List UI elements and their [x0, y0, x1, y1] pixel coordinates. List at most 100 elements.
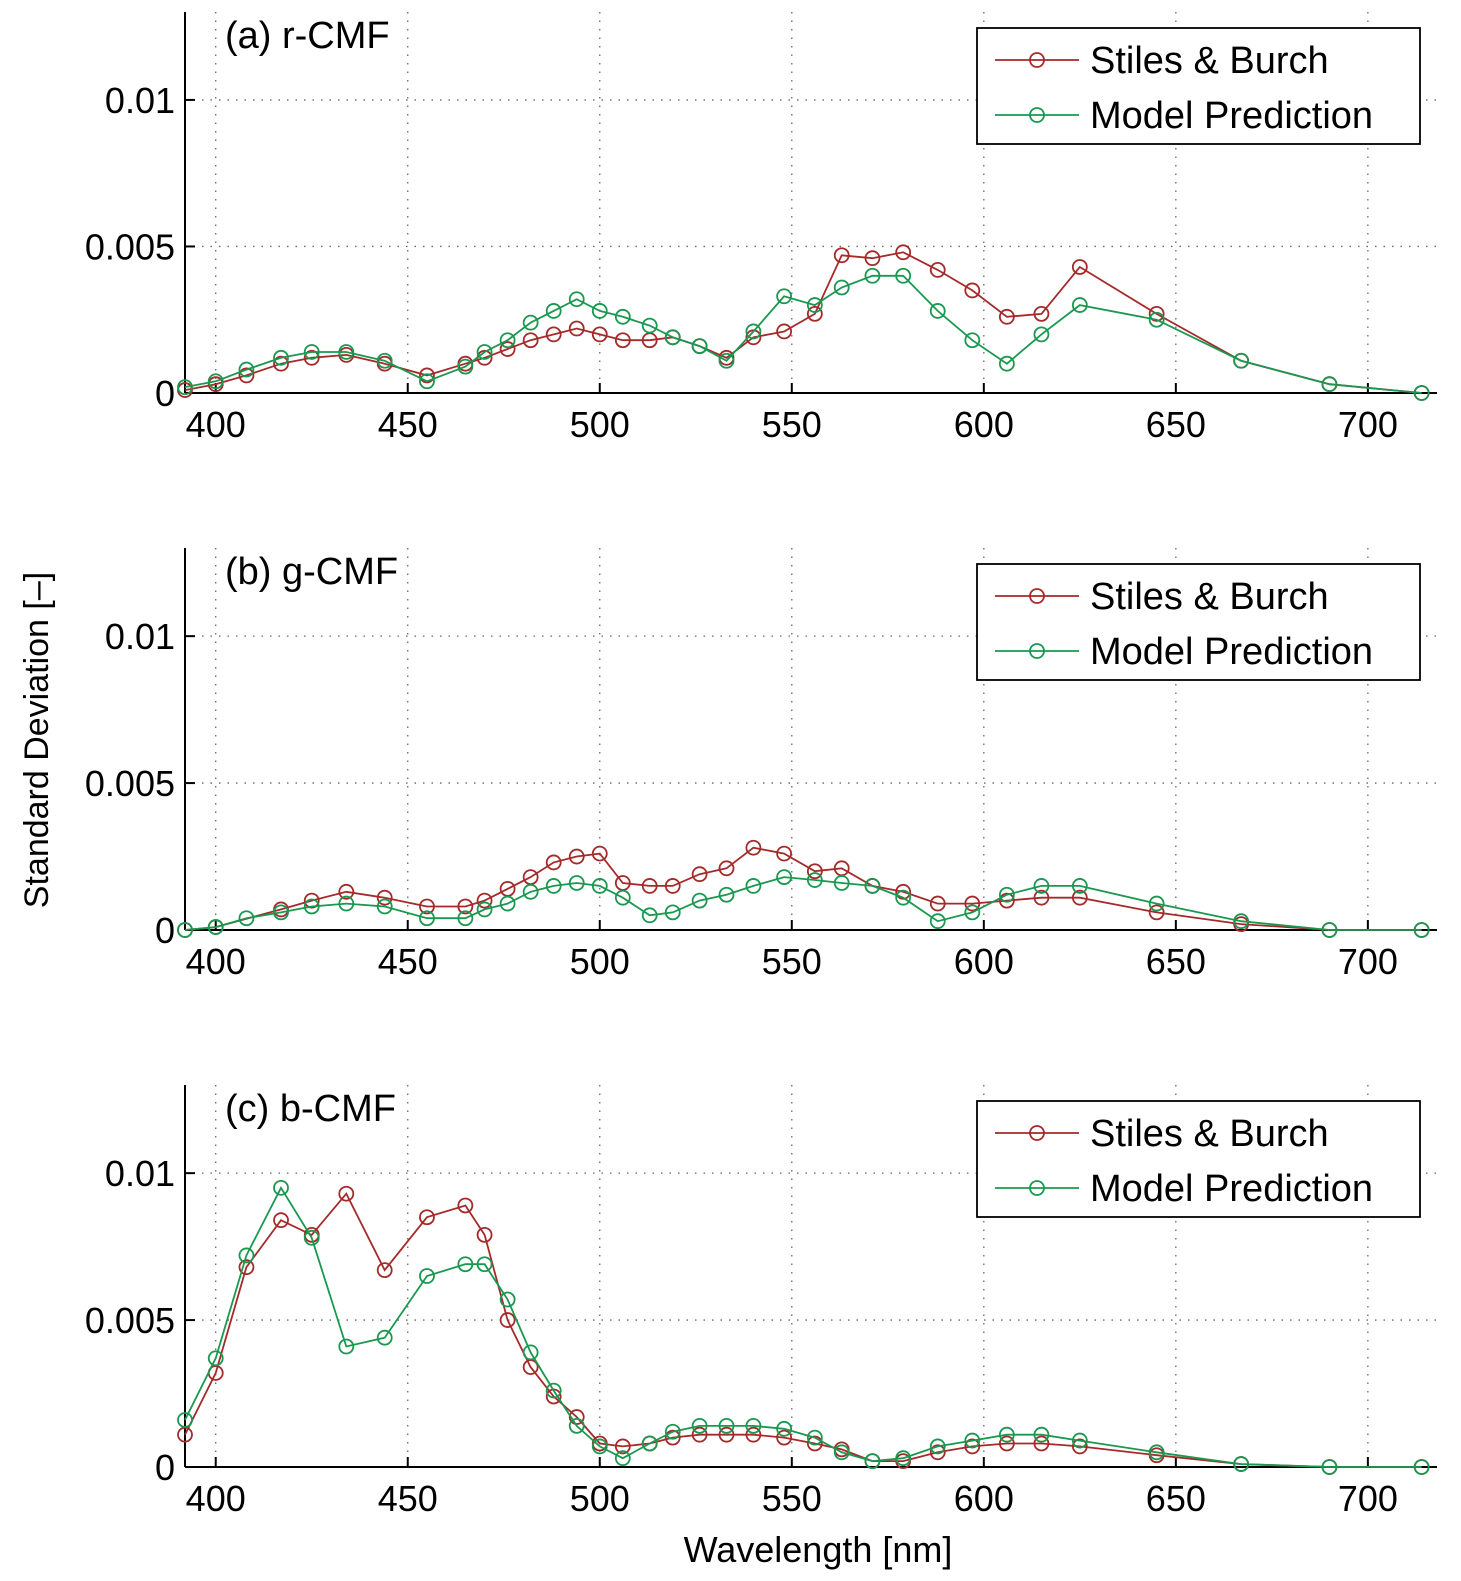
data-point: [964, 1438, 981, 1455]
legend-label: Model Prediction: [1090, 1168, 1373, 1210]
data-point: [1033, 1435, 1050, 1452]
data-point: [303, 349, 320, 366]
data-point: [338, 1185, 355, 1202]
series-stiles-burch: [177, 839, 1430, 938]
data-point: [238, 361, 255, 378]
series-line: [184, 251, 1422, 394]
data-point: [833, 247, 850, 264]
data-point: [419, 1268, 435, 1284]
data-point: [338, 1338, 355, 1355]
x-tick-label: 650: [1146, 1478, 1206, 1519]
x-tick-label: 500: [570, 404, 630, 445]
data-point: [1148, 1444, 1165, 1461]
data-point: [273, 904, 289, 921]
data-point: [614, 332, 631, 349]
data-point: [664, 329, 681, 346]
data-point: [998, 892, 1015, 909]
data-point: [457, 898, 474, 915]
legend: Stiles & Burch Model Prediction: [976, 27, 1421, 145]
data-point: [376, 898, 393, 915]
x-tick-label: 650: [1146, 941, 1206, 982]
data-point: [1321, 1459, 1338, 1475]
data-point: [998, 308, 1015, 325]
data-point: [177, 379, 193, 396]
x-tick-label: 650: [1146, 404, 1206, 445]
data-point: [568, 1417, 585, 1434]
data-point: [614, 1450, 631, 1467]
data-point: [776, 1420, 793, 1437]
x-tick-label: 500: [570, 941, 630, 982]
series-line: [184, 846, 1422, 931]
data-point: [545, 303, 562, 319]
legend-label: Stiles & Burch: [1090, 1113, 1329, 1155]
data-point: [1413, 1459, 1430, 1475]
data-point: [568, 875, 585, 891]
panel-title: (b) g-CMF: [225, 551, 398, 593]
legend-label: Model Prediction: [1090, 631, 1373, 673]
data-point: [238, 1259, 255, 1276]
legend-marker: [1029, 1125, 1045, 1141]
data-point: [776, 845, 793, 862]
data-point: [929, 1438, 946, 1455]
data-point: [591, 878, 608, 894]
legend-marker: [1029, 643, 1045, 659]
data-point: [806, 863, 823, 880]
data-point: [457, 358, 474, 375]
data-point: [776, 323, 793, 340]
data-point: [614, 1438, 631, 1455]
legend: Stiles & Burch Model Prediction: [976, 1100, 1421, 1218]
data-point: [568, 291, 585, 308]
data-point: [476, 1226, 493, 1243]
data-point: [718, 352, 735, 369]
data-point: [273, 1212, 289, 1229]
data-point: [895, 244, 912, 261]
data-point: [641, 1435, 658, 1452]
data-point: [303, 898, 320, 915]
series-model-prediction: [177, 1179, 1430, 1475]
series-stiles-burch: [177, 244, 1430, 401]
data-point: [929, 913, 946, 930]
data-point: [664, 904, 681, 921]
legend-label: Stiles & Burch: [1090, 40, 1329, 82]
x-tick-label: 400: [186, 1478, 246, 1519]
legend-box: [976, 27, 1421, 145]
data-point: [238, 910, 255, 927]
panel-title: (c) b-CMF: [225, 1088, 396, 1130]
data-point: [476, 901, 493, 918]
data-point: [273, 349, 289, 366]
data-point: [499, 895, 516, 912]
panel-2: 400 450 500 550 600 650 700 0 0.005 0.01 (b) g-CMF…: [85, 548, 1437, 982]
data-point: [745, 1417, 762, 1434]
series-line: [184, 1192, 1422, 1468]
data-point: [591, 845, 608, 862]
data-point: [864, 878, 881, 894]
data-point: [1413, 385, 1430, 401]
y-tick-label: 0.01: [105, 1153, 175, 1194]
data-point: [691, 1417, 708, 1434]
y-tick-label: 0: [155, 910, 175, 951]
data-point: [1033, 889, 1050, 906]
data-point: [718, 1426, 735, 1443]
legend-marker: [1029, 588, 1045, 604]
panel-title: (a) r-CMF: [225, 15, 390, 57]
data-point: [376, 352, 393, 369]
data-point: [568, 1409, 585, 1425]
data-point: [1413, 922, 1430, 938]
data-point: [806, 872, 823, 888]
data-point: [273, 355, 289, 372]
data-point: [895, 889, 912, 906]
x-tick-label: 600: [954, 1478, 1014, 1519]
data-point: [457, 1197, 474, 1214]
x-tick-label: 400: [186, 404, 246, 445]
data-point: [522, 332, 539, 349]
x-tick-label: 550: [762, 1478, 822, 1519]
data-point: [1033, 326, 1050, 343]
legend-box: [976, 563, 1421, 681]
data-point: [457, 910, 474, 927]
y-tick-label: 0: [155, 373, 175, 414]
series-line: [184, 1185, 1422, 1468]
x-tick-label: 700: [1338, 404, 1398, 445]
series-line: [184, 274, 1422, 394]
data-point: [806, 1435, 823, 1452]
data-point: [545, 1382, 562, 1399]
